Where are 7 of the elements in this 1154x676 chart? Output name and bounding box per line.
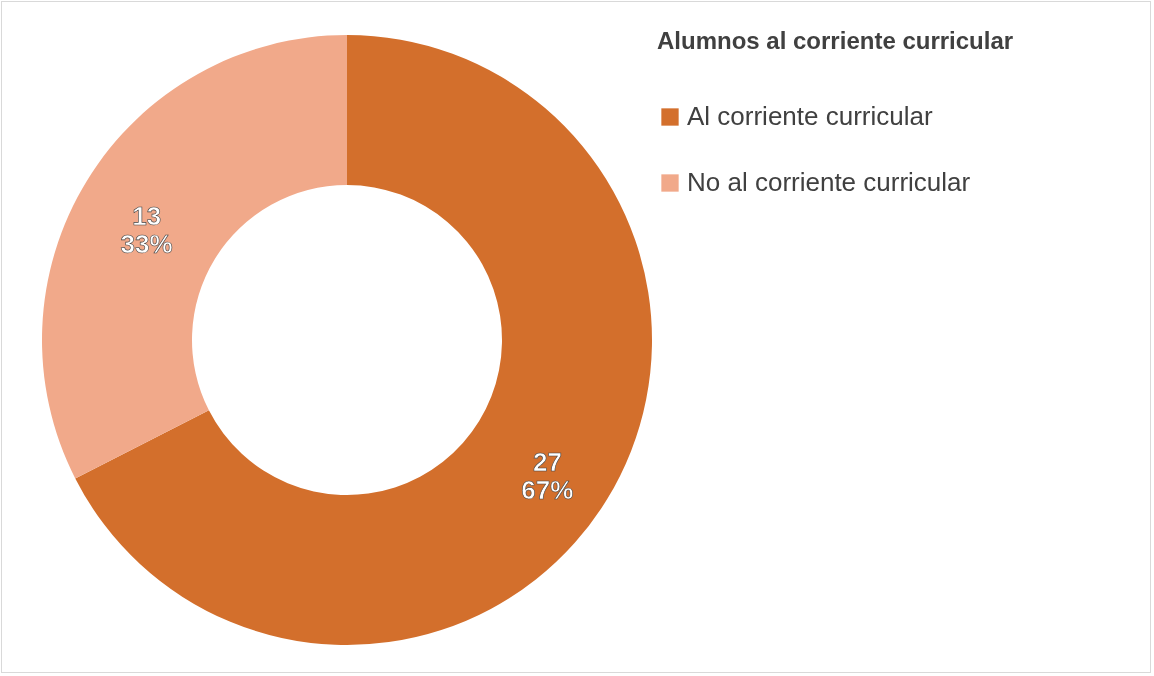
data-label: 13 33% <box>120 201 173 260</box>
data-label: 27 67% <box>521 446 574 505</box>
donut-slice <box>75 35 652 645</box>
legend-title: Alumnos al corriente curricular <box>657 27 1014 54</box>
donut-slice <box>42 35 347 479</box>
legend-label: No al corriente curricular <box>687 167 971 197</box>
legend-label: Al corriente curricular <box>687 101 933 131</box>
